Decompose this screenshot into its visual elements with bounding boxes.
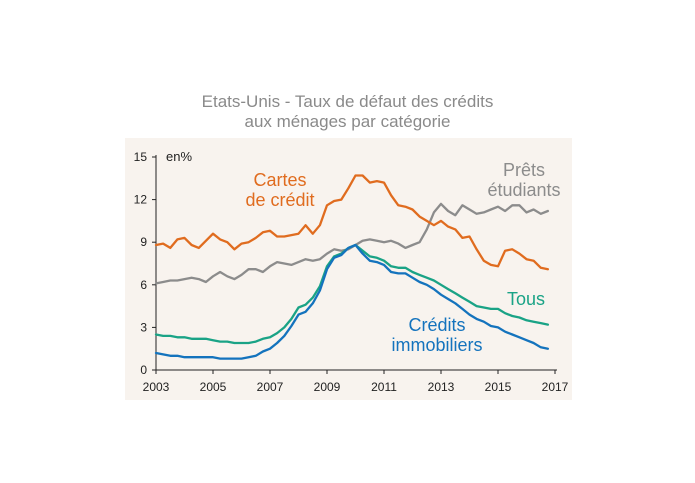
x-tick-label: 2007: [257, 380, 284, 394]
y-tick-label: 0: [140, 363, 147, 377]
chart-title-line-1: Etats-Unis - Taux de défaut des crédits: [201, 92, 494, 111]
y-tick-label: 12: [134, 193, 148, 207]
x-tick-label: 2015: [485, 380, 512, 394]
series-label-tous: Tous: [507, 289, 545, 309]
x-tick-label: 2011: [371, 380, 397, 394]
series-label-prets: Prêts: [503, 160, 545, 180]
x-tick-label: 2003: [143, 380, 170, 394]
series-label-cartes: Cartes: [253, 170, 306, 190]
y-tick-label: 9: [140, 235, 147, 249]
series-label-immo: immobiliers: [391, 335, 482, 355]
series-label-cartes: de crédit: [245, 190, 314, 210]
series-label-prets: étudiants: [487, 180, 560, 200]
x-tick-label: 2017: [542, 380, 569, 394]
series-line-cartes: [154, 174, 550, 271]
chart-title-line-2: aux ménages par catégorie: [244, 112, 451, 131]
x-tick-label: 2009: [314, 380, 341, 394]
y-tick-label: 15: [134, 150, 148, 164]
y-unit-label: en%: [166, 149, 192, 164]
y-tick-label: 6: [140, 278, 147, 292]
x-tick-label: 2005: [200, 380, 227, 394]
y-tick-label: 3: [140, 320, 147, 334]
series-label-immo: Crédits: [408, 315, 465, 335]
series-line-immo: [154, 243, 550, 360]
x-tick-label: 2013: [428, 380, 455, 394]
